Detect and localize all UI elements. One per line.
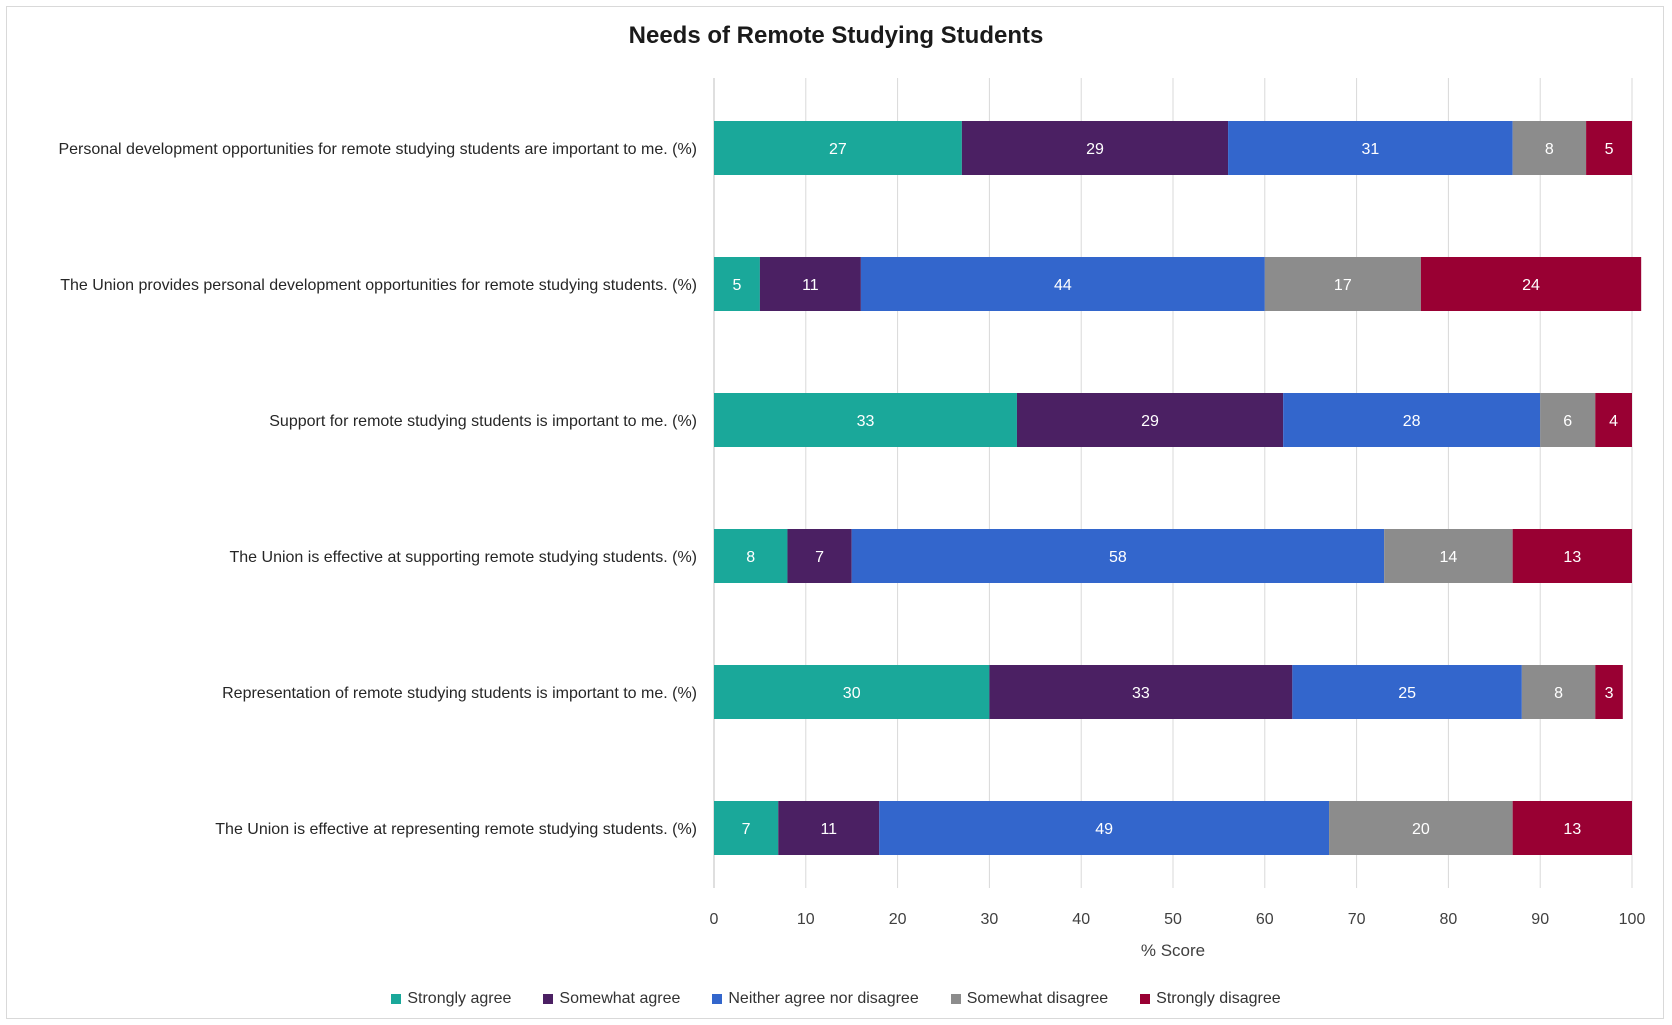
legend-item: Strongly disagree — [1140, 990, 1281, 1008]
legend-item: Somewhat agree — [543, 990, 680, 1008]
bar-segment — [1283, 393, 1541, 447]
x-tick-label: 80 — [1440, 911, 1458, 928]
legend-swatch — [950, 994, 961, 1004]
bar-segment — [961, 121, 1229, 175]
legend-item: Neither agree nor disagree — [712, 990, 919, 1008]
data-label: 11 — [802, 277, 819, 294]
data-label: 33 — [1132, 685, 1150, 702]
data-label: 6 — [1563, 413, 1572, 430]
x-tick-label: 90 — [1531, 911, 1549, 928]
bar-segment — [759, 257, 861, 311]
legend-label: Strongly agree — [407, 990, 512, 1007]
bar-segment — [1595, 665, 1623, 719]
bar-segment — [714, 801, 779, 855]
data-label: 24 — [1522, 277, 1540, 294]
data-label: 13 — [1563, 821, 1581, 838]
x-axis-label: % Score — [1141, 941, 1205, 960]
data-label: 58 — [1109, 549, 1127, 566]
bar-segment — [879, 801, 1330, 855]
data-label: 3 — [1605, 685, 1614, 702]
chart-title: Needs of Remote Studying Students — [628, 22, 1044, 49]
x-tick-label: 10 — [797, 911, 815, 928]
bar-segment — [1264, 257, 1421, 311]
bar-segment — [1512, 801, 1632, 855]
bar-segment — [787, 529, 852, 583]
data-label: 17 — [1334, 277, 1352, 294]
bar-segment — [860, 257, 1265, 311]
bar-segment — [714, 393, 1017, 447]
x-tick-label: 50 — [1164, 911, 1182, 928]
data-label: 28 — [1403, 413, 1421, 430]
data-label: 33 — [857, 413, 875, 430]
legend-label: Somewhat disagree — [966, 990, 1109, 1007]
data-label: 7 — [815, 549, 824, 566]
legend-label: Neither agree nor disagree — [728, 990, 919, 1007]
data-label: 8 — [1554, 685, 1563, 702]
data-label: 29 — [1086, 141, 1104, 158]
data-label: 13 — [1563, 549, 1581, 566]
category-label: Support for remote studying students is … — [269, 413, 697, 430]
bar-segment — [714, 529, 788, 583]
bar-segment — [989, 665, 1293, 719]
bar-segment — [1228, 121, 1513, 175]
bar-segment — [1521, 665, 1596, 719]
x-tick-label: 40 — [1072, 911, 1090, 928]
category-label: Personal development opportunities for r… — [58, 141, 697, 158]
legend-swatch — [712, 994, 723, 1004]
data-label: 25 — [1398, 685, 1416, 702]
bar-segment — [1016, 393, 1284, 447]
data-label: 5 — [1605, 141, 1614, 158]
legend-label: Strongly disagree — [1156, 990, 1281, 1007]
bar-segment — [851, 529, 1385, 583]
bar-segment — [1540, 393, 1596, 447]
bar-segment — [1292, 665, 1522, 719]
data-label: 27 — [829, 141, 847, 158]
bar-segment — [1586, 121, 1632, 175]
x-tick-label: 0 — [710, 911, 719, 928]
data-label: 30 — [843, 685, 861, 702]
data-label: 29 — [1141, 413, 1159, 430]
category-label: The Union is effective at representing r… — [215, 821, 697, 838]
data-label: 44 — [1054, 277, 1072, 294]
bar-segment — [1512, 121, 1587, 175]
legend-swatch — [543, 994, 554, 1004]
data-label: 7 — [742, 821, 751, 838]
bar-segment — [714, 257, 760, 311]
bar-segment — [778, 801, 880, 855]
bar-segment — [1384, 529, 1513, 583]
category-label: The Union provides personal development … — [60, 277, 697, 294]
x-tick-label: 70 — [1348, 911, 1366, 928]
data-label: 5 — [732, 277, 741, 294]
data-label: 49 — [1095, 821, 1113, 838]
data-label: 8 — [1545, 141, 1554, 158]
bar-segment — [1595, 393, 1632, 447]
data-label: 8 — [746, 549, 755, 566]
x-tick-label: 20 — [889, 911, 907, 928]
x-tick-label: 100 — [1619, 911, 1646, 928]
x-tick-label: 60 — [1256, 911, 1274, 928]
data-label: 20 — [1412, 821, 1430, 838]
category-label: The Union is effective at supporting rem… — [230, 549, 698, 566]
legend-item: Strongly agree — [391, 990, 511, 1008]
legend-label: Somewhat agree — [559, 990, 681, 1007]
bar-segment — [1329, 801, 1513, 855]
data-label: 31 — [1361, 141, 1379, 158]
chart-legend: Strongly agree Somewhat agree Neither agre… — [0, 990, 1672, 1008]
legend-swatch — [391, 994, 402, 1004]
bar-segment — [1420, 257, 1642, 311]
data-label: 4 — [1609, 413, 1618, 430]
bar-segment — [714, 121, 962, 175]
bar-segment — [1512, 529, 1632, 583]
x-tick-label: 30 — [981, 911, 999, 928]
category-label: Representation of remote studying studen… — [222, 685, 697, 702]
data-label: 11 — [820, 821, 837, 838]
bar-segment — [714, 665, 990, 719]
legend-swatch — [1140, 994, 1151, 1004]
legend-item: Somewhat disagree — [950, 990, 1109, 1008]
data-label: 14 — [1440, 549, 1458, 566]
